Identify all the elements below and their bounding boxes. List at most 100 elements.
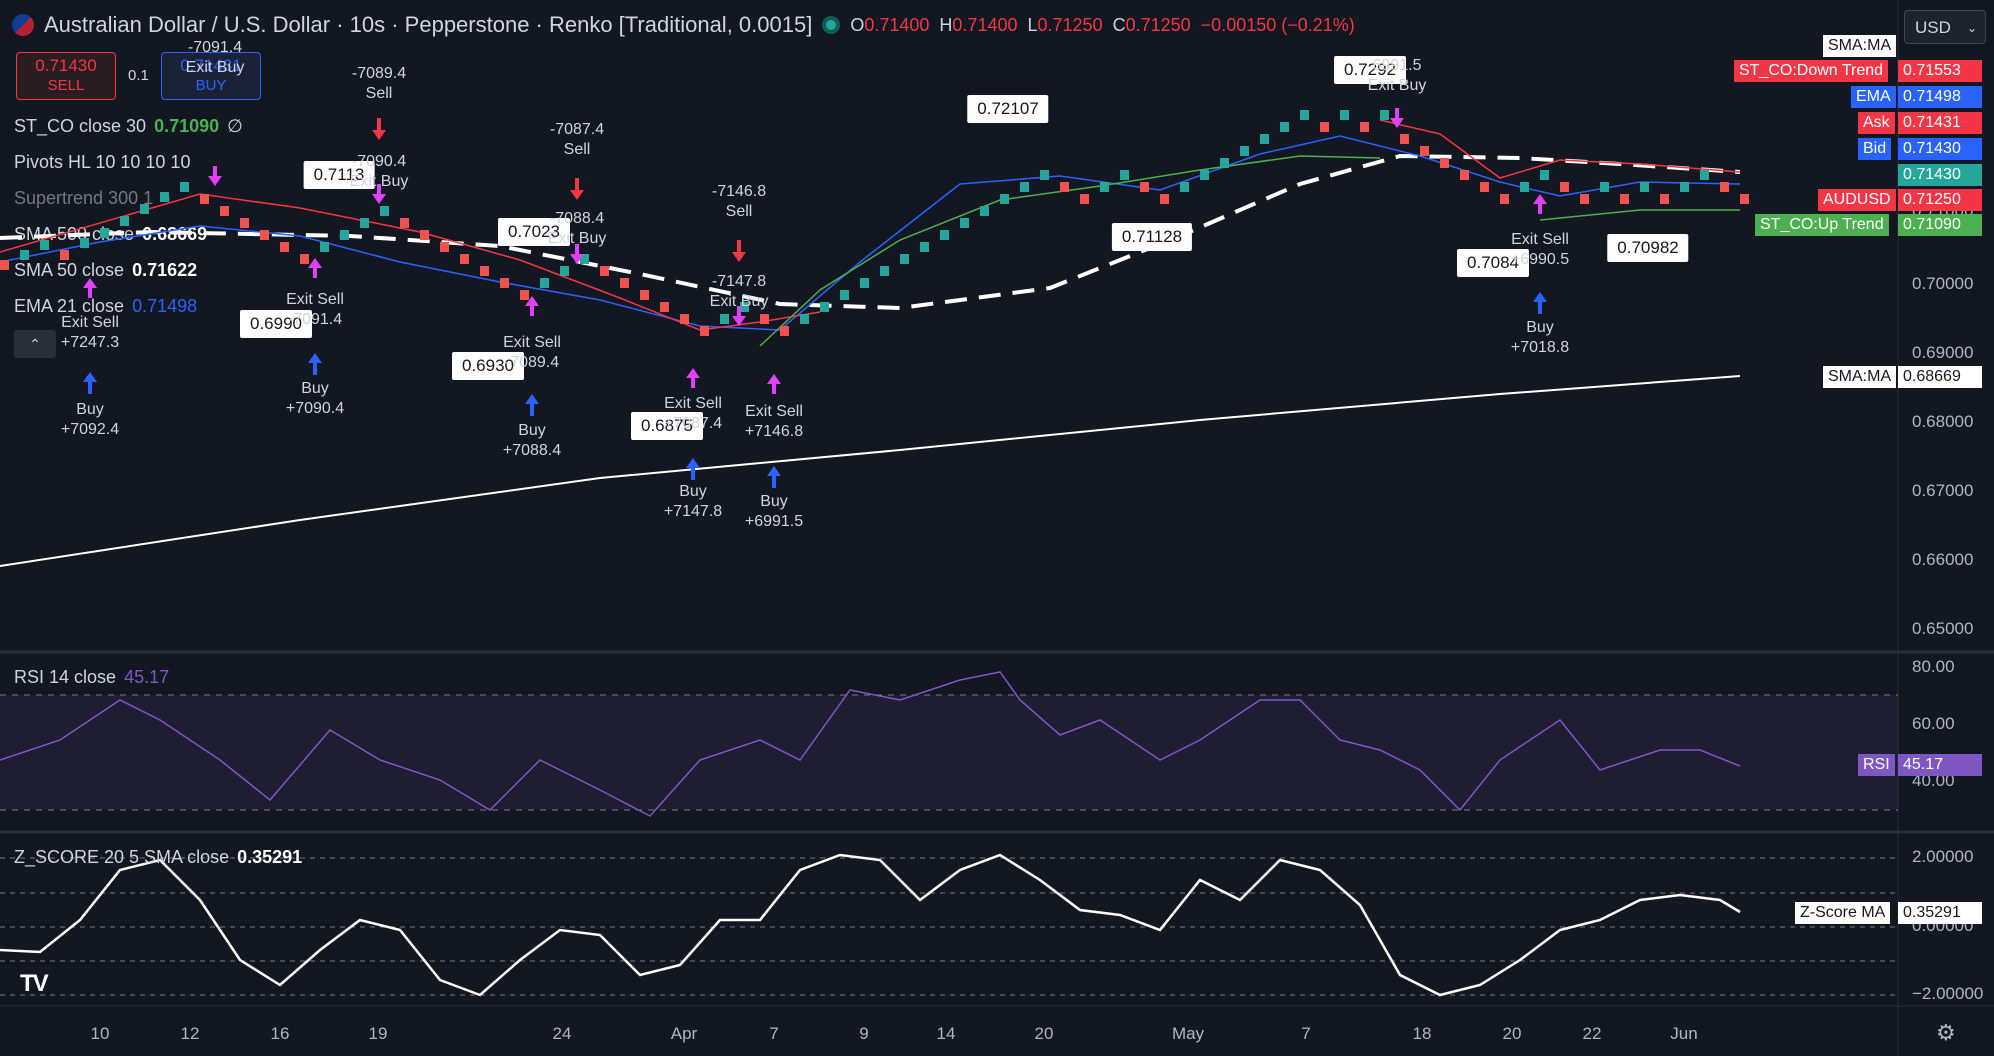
close-value: 0.71250 xyxy=(1125,14,1191,35)
time-tick: 7 xyxy=(1301,1024,1311,1043)
renko-brick xyxy=(1560,182,1569,192)
renko-brick xyxy=(380,206,389,216)
buy-signal-label: Buy +7147.8 xyxy=(663,483,723,520)
legend-sma50[interactable]: SMA 50 close 0.71622 xyxy=(14,260,197,281)
rsi-legend[interactable]: RSI 14 close 45.17 xyxy=(14,667,169,688)
time-tick: 9 xyxy=(859,1024,869,1043)
exit-buy-label: -7091.4 Exit Buy xyxy=(185,39,245,76)
price-tick: 0.70000 xyxy=(1912,274,1974,293)
renko-brick xyxy=(620,278,629,288)
renko-brick xyxy=(120,216,129,226)
live-status-icon xyxy=(822,16,841,34)
exit-sell-label: Exit Sell +7087.4 xyxy=(663,395,723,432)
renko-brick xyxy=(760,314,769,324)
axis-tag-ask: Ask xyxy=(1858,112,1895,134)
rsi-value: 45.17 xyxy=(124,667,170,687)
low-label: L xyxy=(1027,14,1038,35)
rsi-tick: 80.00 xyxy=(1912,657,1955,676)
axis-tag-ema-value: 0.71498 xyxy=(1898,86,1982,108)
zscore-legend[interactable]: Z_SCORE 20 5 SMA close 0.35291 xyxy=(14,847,302,868)
axis-tag-last-value: 0.71430 xyxy=(1898,164,1982,186)
symbol-title[interactable]: Australian Dollar / U.S. Dollar · 10s · … xyxy=(44,12,813,37)
tag-value: 0.68669 xyxy=(1903,368,1961,385)
legend-collapse-button[interactable]: ⌃ xyxy=(14,330,56,358)
currency-select[interactable]: USD ⌄ xyxy=(1904,10,1986,44)
legend-name: Pivots HL 10 10 10 10 xyxy=(14,152,191,172)
buy-signal-label: Buy +6991.5 xyxy=(744,493,804,530)
st-down-line xyxy=(1379,119,1741,179)
renko-brick xyxy=(560,266,569,276)
legend-ema21[interactable]: EMA 21 close 0.71498 xyxy=(14,296,197,317)
quantity-value[interactable]: 0.1 xyxy=(128,67,149,84)
renko-brick xyxy=(740,302,749,312)
renko-brick xyxy=(260,230,269,240)
exit-sell-label: Exit Sell +6990.5 xyxy=(1510,231,1570,268)
renko-brick xyxy=(1380,110,1389,120)
renko-brick xyxy=(300,254,309,264)
time-tick: 22 xyxy=(1582,1024,1602,1043)
currency-value: USD xyxy=(1915,18,1951,37)
renko-brick xyxy=(1700,170,1709,180)
renko-brick xyxy=(940,230,949,240)
axis-tag-st-up: ST_CO:Up Trend xyxy=(1755,214,1889,236)
renko-brick xyxy=(1340,110,1349,120)
renko-brick xyxy=(1680,182,1689,192)
renko-brick xyxy=(1740,194,1749,204)
exit-sell-label: Exit Sell +7146.8 xyxy=(744,403,804,440)
renko-brick xyxy=(1320,122,1329,132)
ema-line xyxy=(0,135,1741,331)
tag-label: SMA:MA xyxy=(1828,368,1892,385)
axis-tag-audusd-value: 0.71250 xyxy=(1898,189,1982,211)
renko-brick xyxy=(1120,170,1129,180)
renko-brick xyxy=(60,250,69,260)
tag-label: EMA xyxy=(1856,88,1891,105)
legend-pivots[interactable]: Pivots HL 10 10 10 10 xyxy=(14,152,190,173)
exit-buy-arrow-icon xyxy=(732,306,746,326)
renko-brick xyxy=(1440,158,1449,168)
exit-sell-arrow-icon xyxy=(686,368,700,388)
legend-name: SMA 50 close xyxy=(14,260,125,280)
zscore-line xyxy=(0,853,1741,997)
time-tick: Jun xyxy=(1670,1024,1698,1043)
renko-brick xyxy=(680,314,689,324)
renko-brick xyxy=(1480,182,1489,192)
open-value: 0.71400 xyxy=(864,14,930,35)
tradingview-logo-icon[interactable]: TV xyxy=(20,970,49,997)
buy-button[interactable]: 0.71431 BUY xyxy=(161,52,261,100)
buy-signal-label: Buy +7018.8 xyxy=(1510,319,1570,356)
price-callout: 0.7084 xyxy=(1457,249,1529,277)
buy-arrow-icon xyxy=(83,372,97,394)
axis-tag-sma: SMA:MA xyxy=(1823,35,1897,57)
renko-brick xyxy=(1580,194,1589,204)
renko-brick xyxy=(240,218,249,228)
axis-tag-sma-bottom: SMA:MA xyxy=(1823,366,1897,388)
sell-button[interactable]: 0.71430 SELL xyxy=(16,52,116,100)
axis-tag-st-down-value: 0.71553 xyxy=(1898,60,1982,82)
tag-value: 0.71430 xyxy=(1903,140,1961,157)
renko-brick xyxy=(920,242,929,252)
exit-sell-arrow-icon xyxy=(1533,194,1547,214)
renko-brick xyxy=(1460,170,1469,180)
renko-brick xyxy=(1220,158,1229,168)
renko-brick xyxy=(160,192,169,202)
tag-label: Bid xyxy=(1863,140,1887,157)
renko-brick xyxy=(1080,194,1089,204)
legend-st-co[interactable]: ST_CO close 30 0.71090 ∅ xyxy=(14,116,243,137)
renko-brick xyxy=(1240,146,1249,156)
rsi-tick: 60.00 xyxy=(1912,714,1955,733)
renko-brick xyxy=(960,218,969,228)
change-value: −0.00150 (−0.21%) xyxy=(1200,14,1355,35)
time-tick: 24 xyxy=(552,1024,572,1043)
renko-brick xyxy=(600,266,609,276)
renko-brick xyxy=(480,266,489,276)
renko-brick xyxy=(720,314,729,324)
renko-brick xyxy=(1300,110,1309,120)
high-label: H xyxy=(939,14,953,35)
buy-arrow-icon xyxy=(525,394,539,416)
buy-arrow-icon xyxy=(308,353,322,375)
settings-gear-icon[interactable]: ⚙ xyxy=(1936,1020,1956,1045)
rsi-band xyxy=(0,695,1898,810)
tag-value: 0.35291 xyxy=(1903,904,1961,921)
time-tick: 16 xyxy=(270,1024,290,1043)
